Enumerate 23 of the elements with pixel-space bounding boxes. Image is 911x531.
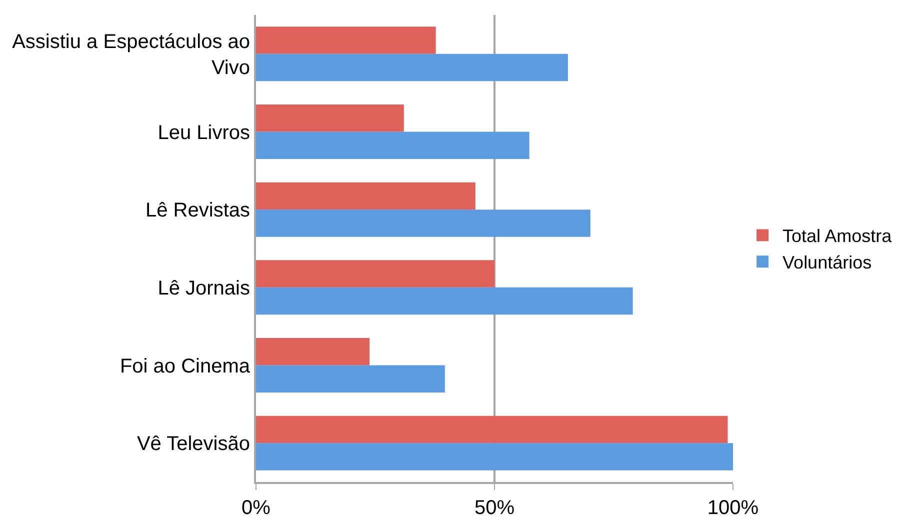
- legend-label: Voluntários: [782, 252, 872, 273]
- bar: [256, 365, 445, 392]
- bar: [256, 416, 728, 444]
- bar: [256, 443, 733, 470]
- bar: [256, 54, 568, 82]
- y-tick-label: Foi ao Cinema: [120, 355, 251, 378]
- y-tick-label: Vê Televisão: [136, 433, 250, 456]
- x-tick-label: 0%: [242, 497, 271, 519]
- bar: [256, 260, 494, 288]
- bar: [256, 287, 633, 315]
- y-tick-label: Assistiu a Espectáculos ao Vivo: [12, 30, 250, 79]
- bar: [256, 210, 590, 237]
- bar: [256, 338, 370, 366]
- y-tick-label: Lê Jornais: [158, 277, 250, 300]
- bar: [256, 132, 530, 159]
- y-tick-label: Lê Revistas: [146, 200, 250, 222]
- y-tick-label: Leu Livros: [158, 122, 250, 144]
- bar: [256, 182, 476, 210]
- bar: [256, 104, 404, 132]
- bar: [256, 26, 436, 54]
- x-tick-label: 50%: [474, 497, 515, 519]
- x-tick-label: 100%: [707, 497, 759, 519]
- legend-label: Total Amostra: [782, 226, 893, 246]
